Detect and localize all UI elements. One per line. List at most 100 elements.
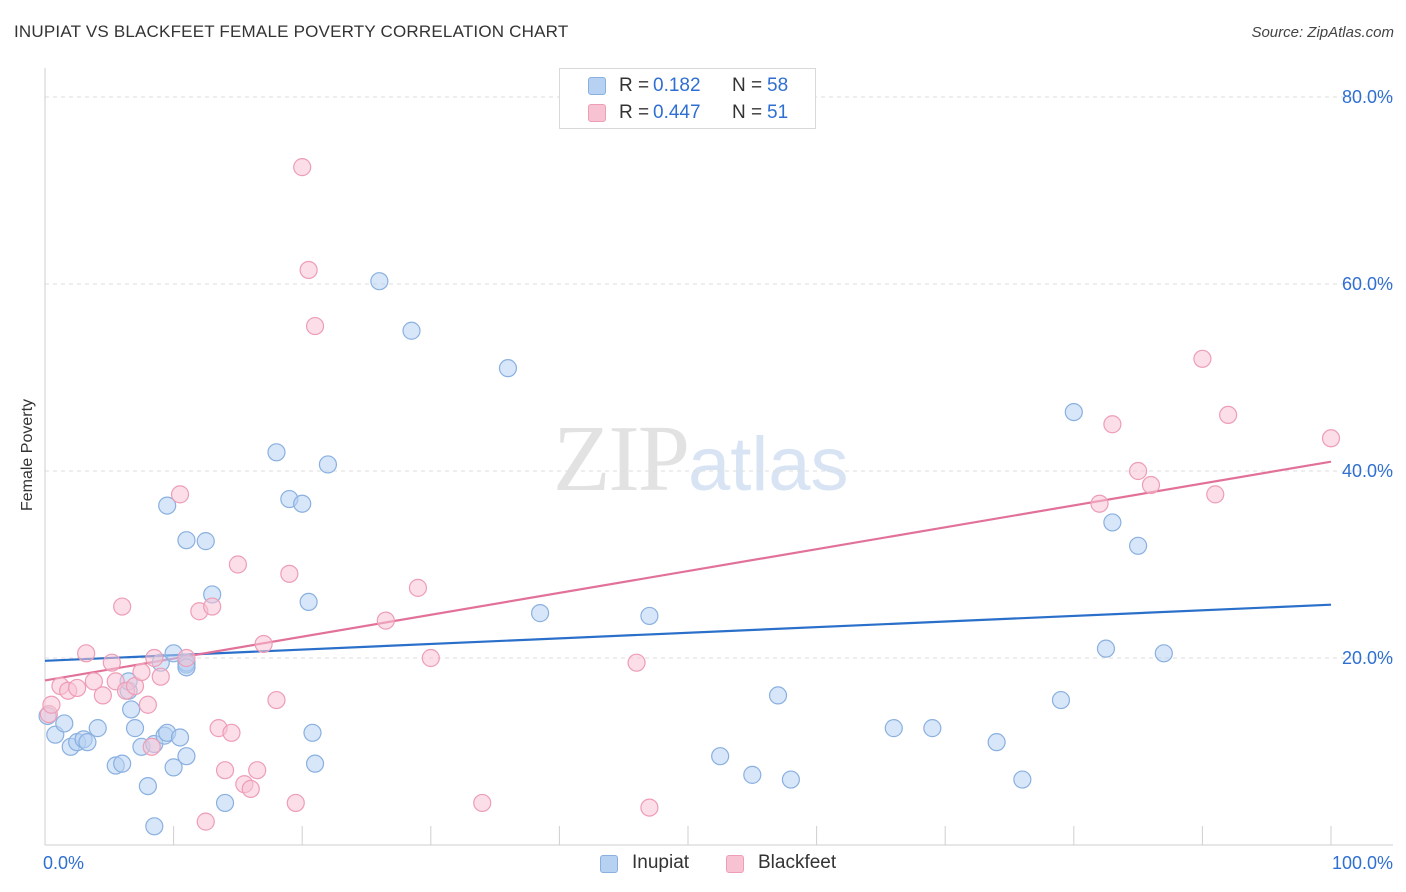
blackfeet-point	[640, 798, 659, 817]
blackfeet-point	[473, 793, 492, 813]
legend-row-blackfeet: R = 0.447 N = 51	[560, 100, 815, 126]
source-credit: Source: ZipAtlas.com	[1251, 24, 1394, 41]
blackfeet-point	[215, 761, 235, 780]
inupiat-point	[1013, 770, 1032, 789]
inupiat-point	[402, 321, 421, 340]
blackfeet-point	[627, 653, 646, 672]
blackfeet-swatch	[588, 104, 606, 122]
watermark-atlas: atlas	[688, 422, 849, 507]
watermark: ZIPatlas	[553, 405, 849, 513]
inupiat-point	[125, 719, 145, 738]
blackfeet-point	[228, 555, 247, 574]
r-label: R =	[619, 75, 650, 96]
inupiat-point	[1051, 690, 1071, 710]
n-label: N =	[732, 75, 763, 96]
inupiat-point	[305, 754, 325, 773]
axes	[44, 68, 1393, 846]
blackfeet-point	[1128, 461, 1148, 481]
inupiat-point	[781, 770, 800, 789]
inupiat-point	[145, 817, 164, 836]
r-value: 0.447	[653, 102, 701, 123]
inupiat-point	[299, 592, 318, 612]
inupiat-point	[743, 765, 762, 784]
inupiat-point	[122, 700, 141, 719]
inupiat-point	[267, 443, 286, 462]
tick-labels: 20.0% 40.0% 60.0% 80.0% 0.0% 100.0%	[43, 87, 1393, 873]
blackfeet-point	[241, 779, 260, 799]
blackfeet-point	[170, 485, 190, 504]
r-label: R =	[619, 102, 650, 123]
blackfeet-point	[1321, 429, 1341, 448]
inupiat-point	[711, 747, 730, 766]
chart-title: INUPIAT VS BLACKFEET FEMALE POVERTY CORR…	[14, 22, 569, 41]
blackfeet-point	[84, 672, 103, 691]
y-tick-label: 60.0%	[1342, 274, 1393, 294]
inupiat-swatch	[588, 77, 606, 95]
inupiat-point	[78, 733, 97, 752]
blackfeet-point	[376, 611, 395, 630]
blackfeet-point	[138, 695, 157, 714]
blackfeet-point	[196, 812, 215, 831]
blackfeet-point	[93, 686, 112, 705]
n-value: 51	[767, 102, 789, 123]
blackfeet-point	[1219, 405, 1238, 424]
inupiat-point	[55, 714, 74, 733]
blackfeet-point	[299, 260, 318, 280]
blackfeet-point	[1141, 475, 1161, 495]
inupiat-point	[215, 793, 235, 813]
blackfeet-point	[254, 634, 273, 654]
blackfeet-point	[42, 695, 61, 714]
inupiat-point	[88, 719, 107, 738]
blackfeet-point	[77, 644, 96, 663]
inupiat-point	[196, 532, 215, 551]
y-tick-label: 80.0%	[1342, 87, 1393, 107]
legend-label: Inupiat	[632, 852, 690, 873]
blackfeet-point	[142, 737, 161, 756]
inupiat-point	[1154, 644, 1173, 663]
y-tick-label: 40.0%	[1342, 461, 1393, 481]
inupiat-point	[768, 686, 788, 705]
watermark-zip: ZIP	[553, 407, 690, 511]
blackfeet-point	[408, 578, 428, 597]
inupiat-point	[1064, 402, 1083, 422]
blackfeet-point	[305, 316, 325, 336]
blackfeet-point	[145, 648, 164, 668]
blackfeet-point	[248, 761, 267, 780]
inupiat-point	[370, 272, 389, 291]
inupiat-point	[1096, 639, 1116, 658]
inupiat-point	[884, 719, 903, 738]
r-value: 0.182	[653, 75, 701, 96]
blackfeet-point	[132, 662, 151, 682]
blackfeet-point	[1103, 415, 1122, 434]
inupiat-point	[640, 606, 659, 626]
x-tick-label: 0.0%	[43, 853, 84, 873]
legend-label: Blackfeet	[758, 852, 837, 873]
inupiat-swatch	[600, 855, 618, 873]
blackfeet-point	[68, 678, 87, 698]
inupiat-point	[138, 776, 157, 796]
gridlines	[45, 96, 1393, 659]
inupiat-point	[1128, 536, 1148, 555]
blackfeet-point	[102, 653, 121, 672]
y-tick-label: 20.0%	[1342, 648, 1393, 668]
blackfeet-point	[293, 158, 312, 177]
n-label: N =	[732, 102, 763, 123]
data-points	[38, 158, 1341, 836]
blackfeet-point	[421, 648, 440, 668]
legend-row-inupiat: R = 0.182 N = 58	[560, 73, 815, 99]
inupiat-point	[158, 496, 177, 515]
inupiat-point	[303, 723, 322, 742]
blackfeet-point	[1193, 349, 1212, 368]
n-value: 58	[767, 75, 789, 96]
inupiat-point	[1103, 513, 1122, 532]
inupiat-point	[177, 531, 196, 550]
inupiat-point	[170, 728, 190, 747]
blackfeet-point	[280, 564, 299, 583]
blackfeet-point	[222, 723, 241, 742]
x-tick-label: 100.0%	[1332, 853, 1393, 873]
blackfeet-swatch	[726, 855, 744, 873]
inupiat-point	[293, 494, 312, 513]
blackfeet-point	[151, 667, 170, 686]
inupiat-trend-line	[44, 603, 1332, 662]
